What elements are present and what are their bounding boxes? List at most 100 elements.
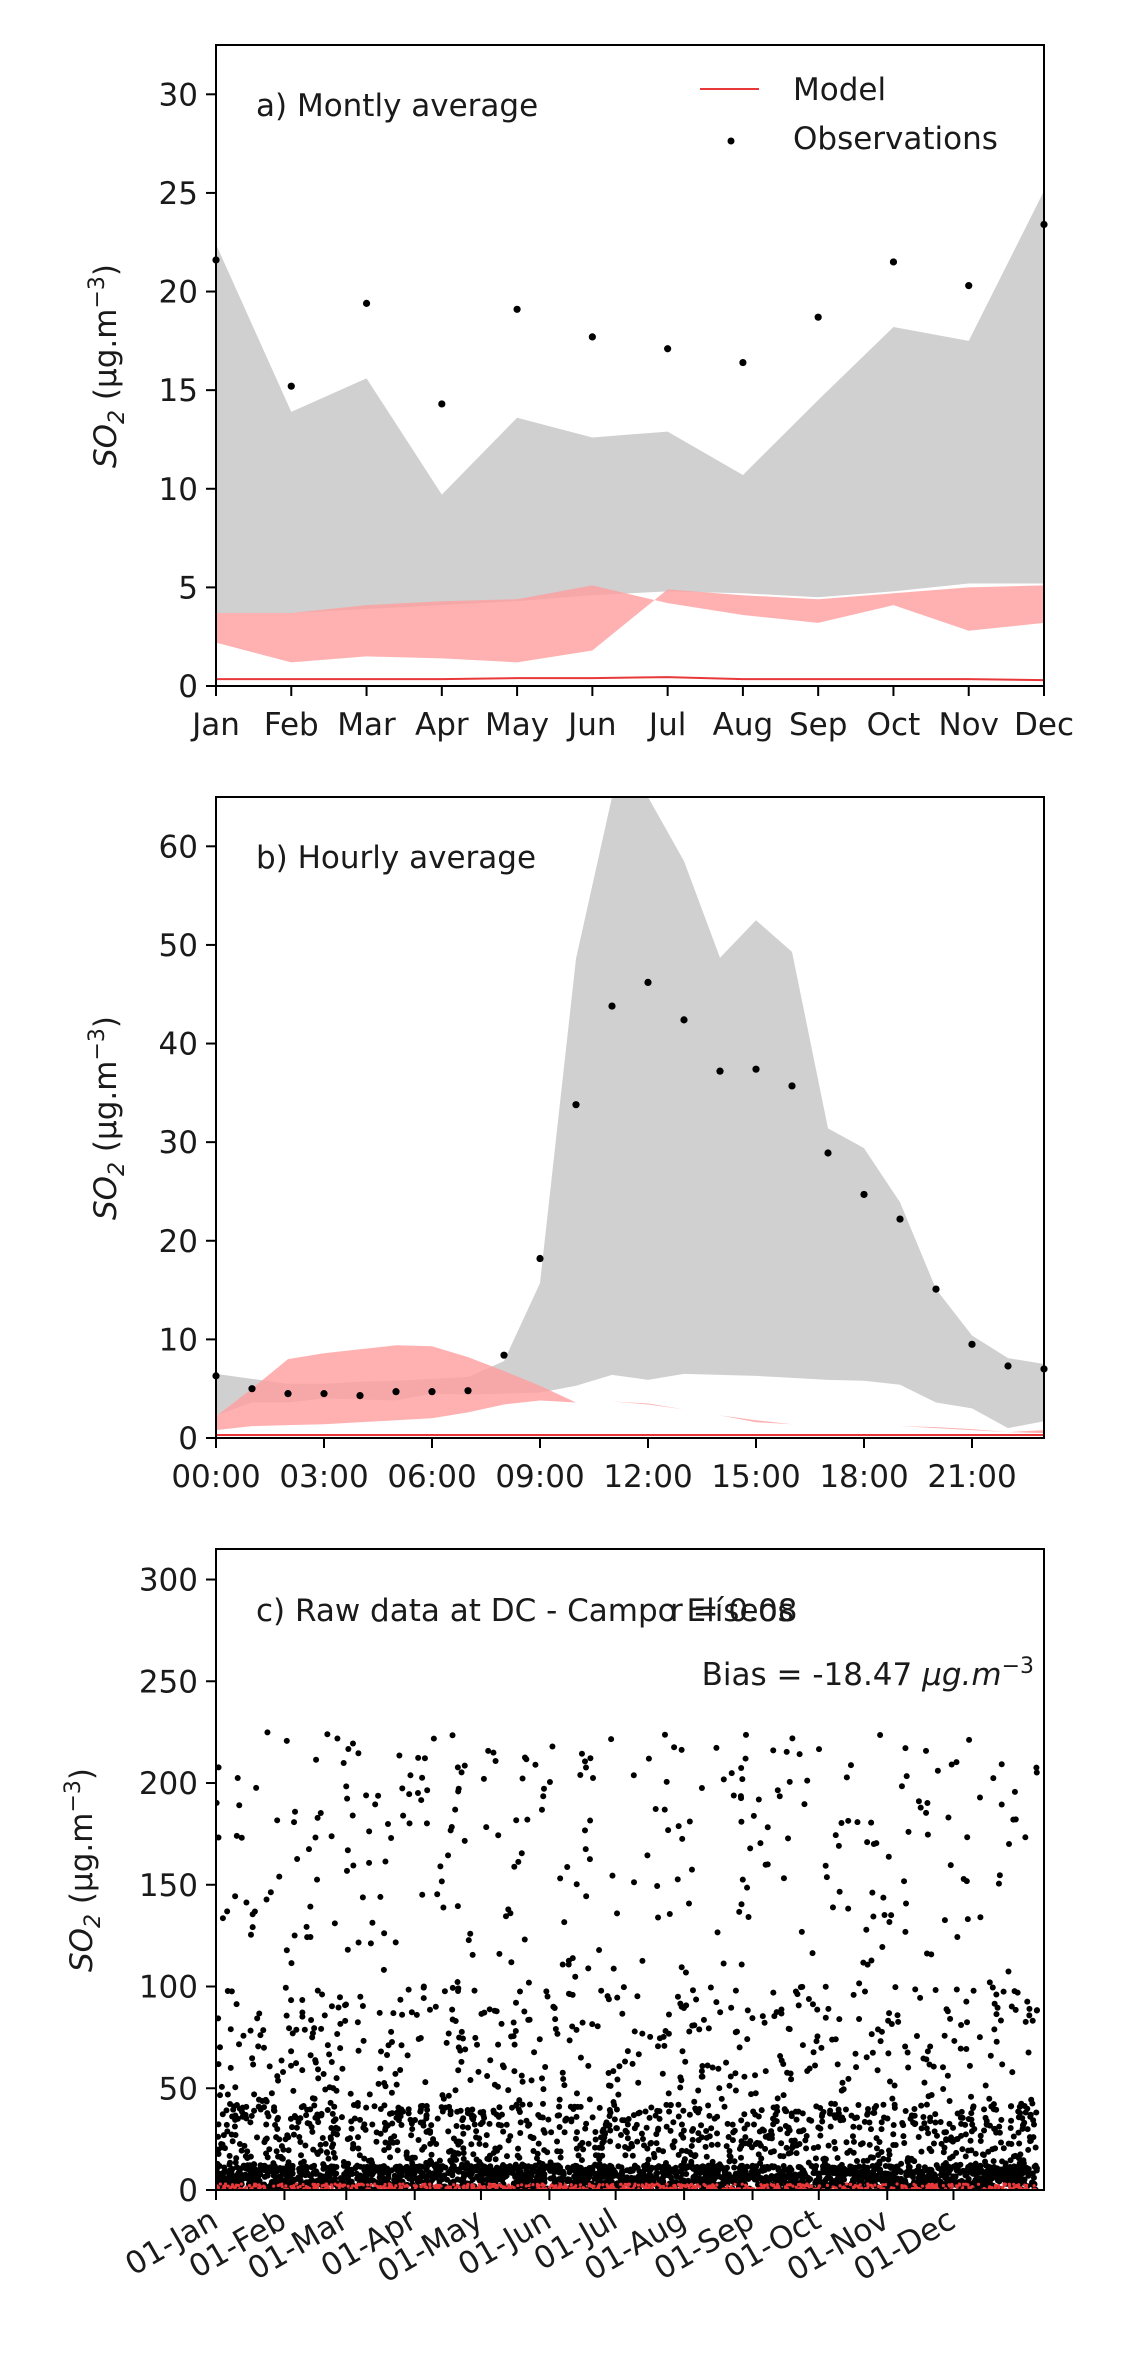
raw-model-point bbox=[703, 2183, 707, 2188]
raw-observation-point bbox=[299, 1997, 306, 2004]
raw-observation-point bbox=[624, 2167, 631, 2174]
raw-observation-point bbox=[704, 2062, 711, 2069]
raw-observation-point bbox=[945, 2169, 952, 2176]
raw-observation-point bbox=[1008, 2141, 1015, 2148]
raw-observation-point bbox=[947, 2015, 954, 2022]
raw-observation-point bbox=[420, 1984, 427, 1991]
raw-observation-point bbox=[440, 2095, 447, 2102]
raw-observation-point bbox=[589, 2114, 596, 2121]
raw-observation-point bbox=[1026, 2005, 1033, 2012]
raw-observation-point bbox=[318, 2110, 325, 2117]
raw-observation-point bbox=[554, 2030, 561, 2037]
raw-observation-point bbox=[778, 2140, 785, 2147]
raw-observation-point bbox=[500, 2174, 507, 2181]
raw-observation-point bbox=[294, 1856, 301, 1863]
raw-model-point bbox=[961, 2182, 966, 2186]
raw-observation-point bbox=[460, 2115, 467, 2122]
raw-observation-point bbox=[1022, 1834, 1029, 1841]
raw-model-point bbox=[866, 2182, 870, 2186]
raw-observation-point bbox=[730, 2129, 737, 2136]
raw-observation-point bbox=[683, 2148, 690, 2155]
raw-observation-point bbox=[632, 2163, 639, 2170]
raw-observation-point bbox=[440, 1904, 447, 1911]
raw-y-tick-label: 300 bbox=[139, 1563, 198, 1599]
raw-observation-point bbox=[1016, 2140, 1023, 2147]
raw-observation-point bbox=[298, 2152, 305, 2159]
raw-observation-point bbox=[227, 2101, 234, 2108]
raw-observation-point bbox=[645, 2156, 652, 2163]
raw-observation-point bbox=[953, 2164, 960, 2171]
raw-model-point bbox=[423, 2182, 427, 2186]
raw-observation-point bbox=[264, 2110, 271, 2117]
raw-model-point bbox=[230, 2183, 235, 2187]
raw-observation-point bbox=[377, 1893, 384, 1900]
raw-observation-point bbox=[500, 2064, 507, 2071]
raw-observation-point bbox=[483, 1824, 490, 1831]
raw-observation-point bbox=[702, 2143, 709, 2150]
raw-observation-point bbox=[831, 2138, 838, 2145]
raw-observation-point bbox=[708, 2163, 715, 2170]
raw-observation-point bbox=[801, 1801, 808, 1808]
raw-observation-point bbox=[606, 2112, 613, 2119]
raw-observation-point bbox=[874, 2067, 881, 2074]
raw-observation-point bbox=[572, 2135, 579, 2142]
raw-observation-point bbox=[462, 2046, 469, 2053]
raw-model-point bbox=[987, 2185, 992, 2189]
raw-observation-point bbox=[685, 1900, 692, 1907]
hourly-observation-point bbox=[608, 1002, 616, 1010]
raw-model-point bbox=[797, 2183, 801, 2187]
raw-observation-point bbox=[375, 1792, 382, 1799]
raw-model-point bbox=[355, 2183, 360, 2187]
raw-observation-point bbox=[407, 2116, 414, 2123]
raw-observation-point bbox=[260, 2044, 267, 2051]
hourly-observation-point bbox=[1004, 1362, 1012, 1370]
raw-observation-point bbox=[959, 2146, 966, 2153]
raw-observation-point bbox=[459, 2035, 466, 2042]
raw-observation-point bbox=[784, 2130, 791, 2137]
raw-observation-point bbox=[847, 1762, 854, 1769]
raw-observation-point bbox=[557, 2154, 564, 2161]
raw-observation-point bbox=[619, 2117, 626, 2124]
raw-observation-point bbox=[982, 2177, 989, 2184]
raw-observation-point bbox=[711, 2115, 718, 2122]
raw-observation-point bbox=[331, 2170, 338, 2177]
monthly-x-tick-label: Dec bbox=[1014, 707, 1074, 743]
raw-y-axis-label: SO2 (μg.m−3) bbox=[61, 1768, 106, 1972]
raw-observation-point bbox=[998, 1761, 1005, 1768]
raw-observation-point bbox=[661, 2042, 668, 2049]
raw-observation-point bbox=[729, 2121, 736, 2128]
raw-observation-point bbox=[950, 2173, 957, 2180]
raw-observation-point bbox=[578, 1750, 585, 1757]
raw-observation-point bbox=[296, 2134, 303, 2141]
raw-observation-point bbox=[384, 2051, 391, 2058]
raw-observation-point bbox=[360, 2037, 367, 2044]
raw-model-point bbox=[1012, 2182, 1016, 2186]
raw-observation-point bbox=[708, 2125, 715, 2132]
raw-observation-point bbox=[754, 2139, 761, 2146]
raw-observation-point bbox=[318, 2025, 325, 2032]
raw-observation-point bbox=[758, 2155, 765, 2162]
raw-observation-point bbox=[817, 2132, 824, 2139]
raw-observation-point bbox=[654, 2043, 661, 2050]
raw-observation-point bbox=[665, 2030, 672, 2037]
raw-observation-point bbox=[976, 2034, 983, 2041]
raw-observation-point bbox=[1024, 1998, 1031, 2005]
raw-observation-point bbox=[665, 1827, 672, 1834]
raw-model-point bbox=[381, 2186, 385, 2190]
raw-observation-point bbox=[741, 2125, 748, 2132]
monthly-y-axis-label: SO2 (μg.m−3) bbox=[85, 264, 130, 468]
raw-observation-point bbox=[539, 2100, 546, 2107]
raw-observation-point bbox=[958, 2108, 965, 2115]
raw-observation-point bbox=[813, 2163, 820, 2170]
raw-observation-point bbox=[343, 1867, 350, 1874]
raw-observation-point bbox=[585, 2062, 592, 2069]
raw-model-point bbox=[218, 2182, 222, 2186]
raw-observation-point bbox=[285, 2167, 292, 2174]
raw-model-point bbox=[642, 2185, 646, 2189]
raw-observation-point bbox=[835, 1842, 842, 1849]
raw-observation-point bbox=[898, 2168, 905, 2175]
raw-observation-point bbox=[443, 2039, 450, 2046]
raw-observation-point bbox=[291, 1819, 298, 1826]
raw-observation-point bbox=[569, 1991, 576, 1998]
